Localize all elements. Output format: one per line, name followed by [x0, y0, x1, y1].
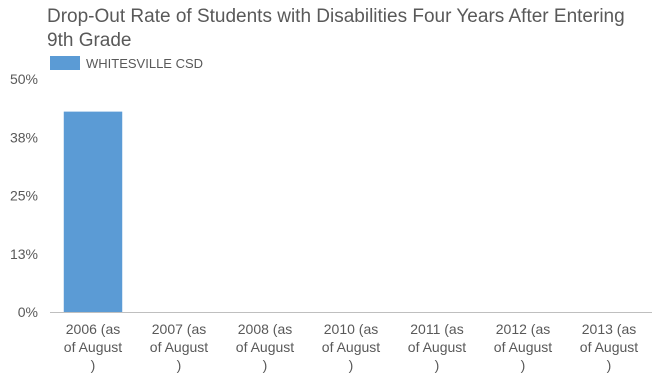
- x-tick-label: 2011 (as of August): [408, 321, 466, 373]
- legend-label: WHITESVILLE CSD: [86, 55, 204, 71]
- y-tick-label: 50%: [10, 71, 38, 87]
- chart-title: Drop-Out Rate of Students with Disabilit…: [47, 6, 625, 51]
- x-axis-ticks: 2006 (as of August) 2007 (as of August) 2008…: [64, 321, 638, 373]
- x-tick-label: 2010 (as of August): [322, 321, 380, 373]
- y-tick-label: 25%: [10, 188, 38, 204]
- x-tick-label: 2006 (as of August): [64, 321, 122, 373]
- y-axis-ticks: 0% 13% 25% 38% 50%: [10, 71, 38, 320]
- bars: [63, 111, 123, 313]
- x-tick-label: 2013 (as of August): [580, 321, 638, 373]
- x-tick-label: 2008 (as of August): [236, 321, 294, 373]
- bar: [63, 111, 123, 313]
- y-tick-label: 38%: [10, 129, 38, 145]
- x-tick-label: 2007 (as of August): [150, 321, 208, 373]
- legend-swatch: [50, 56, 80, 70]
- legend: WHITESVILLE CSD: [50, 55, 203, 71]
- x-tick-label: 2012 (as of August): [494, 321, 552, 373]
- y-tick-label: 0%: [18, 304, 38, 320]
- y-tick-label: 13%: [10, 246, 38, 262]
